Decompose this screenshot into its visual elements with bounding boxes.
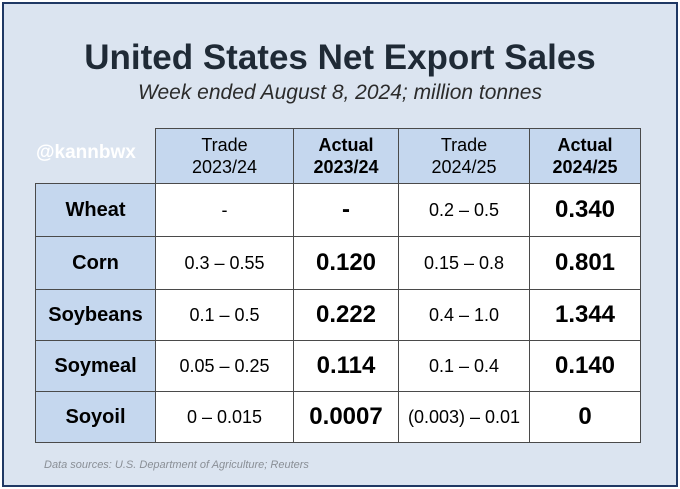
row-label: Soyoil [35, 391, 156, 443]
actual-2023-24-cell: 0.120 [293, 236, 399, 290]
table-row-soymeal: Soymeal 0.05 – 0.25 0.114 0.1 – 0.4 0.14… [35, 340, 641, 392]
column-header-actual-2023-24: Actual 2023/24 [293, 128, 399, 184]
trade-2024-25-cell: 0.15 – 0.8 [398, 236, 530, 290]
row-label: Corn [35, 236, 156, 290]
table-row-soybeans: Soybeans 0.1 – 0.5 0.222 0.4 – 1.0 1.344 [35, 289, 641, 341]
actual-2024-25-cell: 0.140 [529, 340, 641, 392]
watermark-handle: @kannbwx [36, 142, 136, 163]
actual-2024-25-cell: 0.340 [529, 183, 641, 237]
actual-2024-25-cell: 0 [529, 391, 641, 443]
actual-2023-24-cell: 0.222 [293, 289, 399, 341]
table-row-wheat: Wheat - - 0.2 – 0.5 0.340 [35, 183, 641, 237]
column-header-trade-2024-25: Trade 2024/25 [398, 128, 530, 184]
chart-title: United States Net Export Sales [84, 38, 596, 77]
column-header-line1: Actual [557, 135, 613, 155]
row-label: Soybeans [35, 289, 156, 341]
column-header-line2: 2024/25 [431, 157, 497, 177]
column-header-line1: Trade [201, 135, 248, 155]
actual-2024-25-cell: 1.344 [529, 289, 641, 341]
column-header-line2: 2023/24 [191, 157, 258, 177]
chart-subtitle: Week ended August 8, 2024; million tonne… [138, 81, 542, 104]
table-row-corn: Corn 0.3 – 0.55 0.120 0.15 – 0.8 0.801 [35, 236, 641, 290]
trade-2023-24-cell: 0 – 0.015 [155, 391, 294, 443]
column-header-line1: Actual [318, 135, 374, 155]
actual-2023-24-cell: - [293, 183, 399, 237]
trade-2024-25-cell: 0.2 – 0.5 [398, 183, 530, 237]
row-label: Wheat [35, 183, 156, 237]
table-row-soyoil: Soyoil 0 – 0.015 0.0007 (0.003) – 0.01 0 [35, 391, 641, 443]
column-header-trade-2023-24: Trade 2023/24 [155, 128, 294, 184]
export-sales-table: Trade 2023/24 Actual 2023/24 Trade 2024/… [35, 128, 641, 443]
trade-2023-24-cell: 0.3 – 0.55 [155, 236, 294, 290]
column-header-line1: Trade [440, 135, 488, 155]
actual-2023-24-cell: 0.0007 [293, 391, 399, 443]
actual-2024-25-cell: 0.801 [529, 236, 641, 290]
trade-2024-25-cell: 0.1 – 0.4 [398, 340, 530, 392]
trade-2024-25-cell: (0.003) – 0.01 [398, 391, 530, 443]
column-header-actual-2024-25: Actual 2024/25 [529, 128, 641, 184]
trade-2023-24-cell: 0.05 – 0.25 [155, 340, 294, 392]
trade-2024-25-cell: 0.4 – 1.0 [398, 289, 530, 341]
corner-cell [36, 129, 156, 184]
trade-2023-24-cell: - [155, 183, 294, 237]
column-header-line2: 2024/25 [552, 157, 618, 177]
data-source-note: Data sources: U.S. Department of Agricul… [44, 459, 309, 471]
column-header-line2: 2023/24 [313, 157, 379, 177]
trade-2023-24-cell: 0.1 – 0.5 [155, 289, 294, 341]
header-row: Trade 2023/24 Actual 2023/24 Trade 2024/… [36, 128, 641, 184]
row-label: Soymeal [35, 340, 156, 392]
actual-2023-24-cell: 0.114 [293, 340, 399, 392]
